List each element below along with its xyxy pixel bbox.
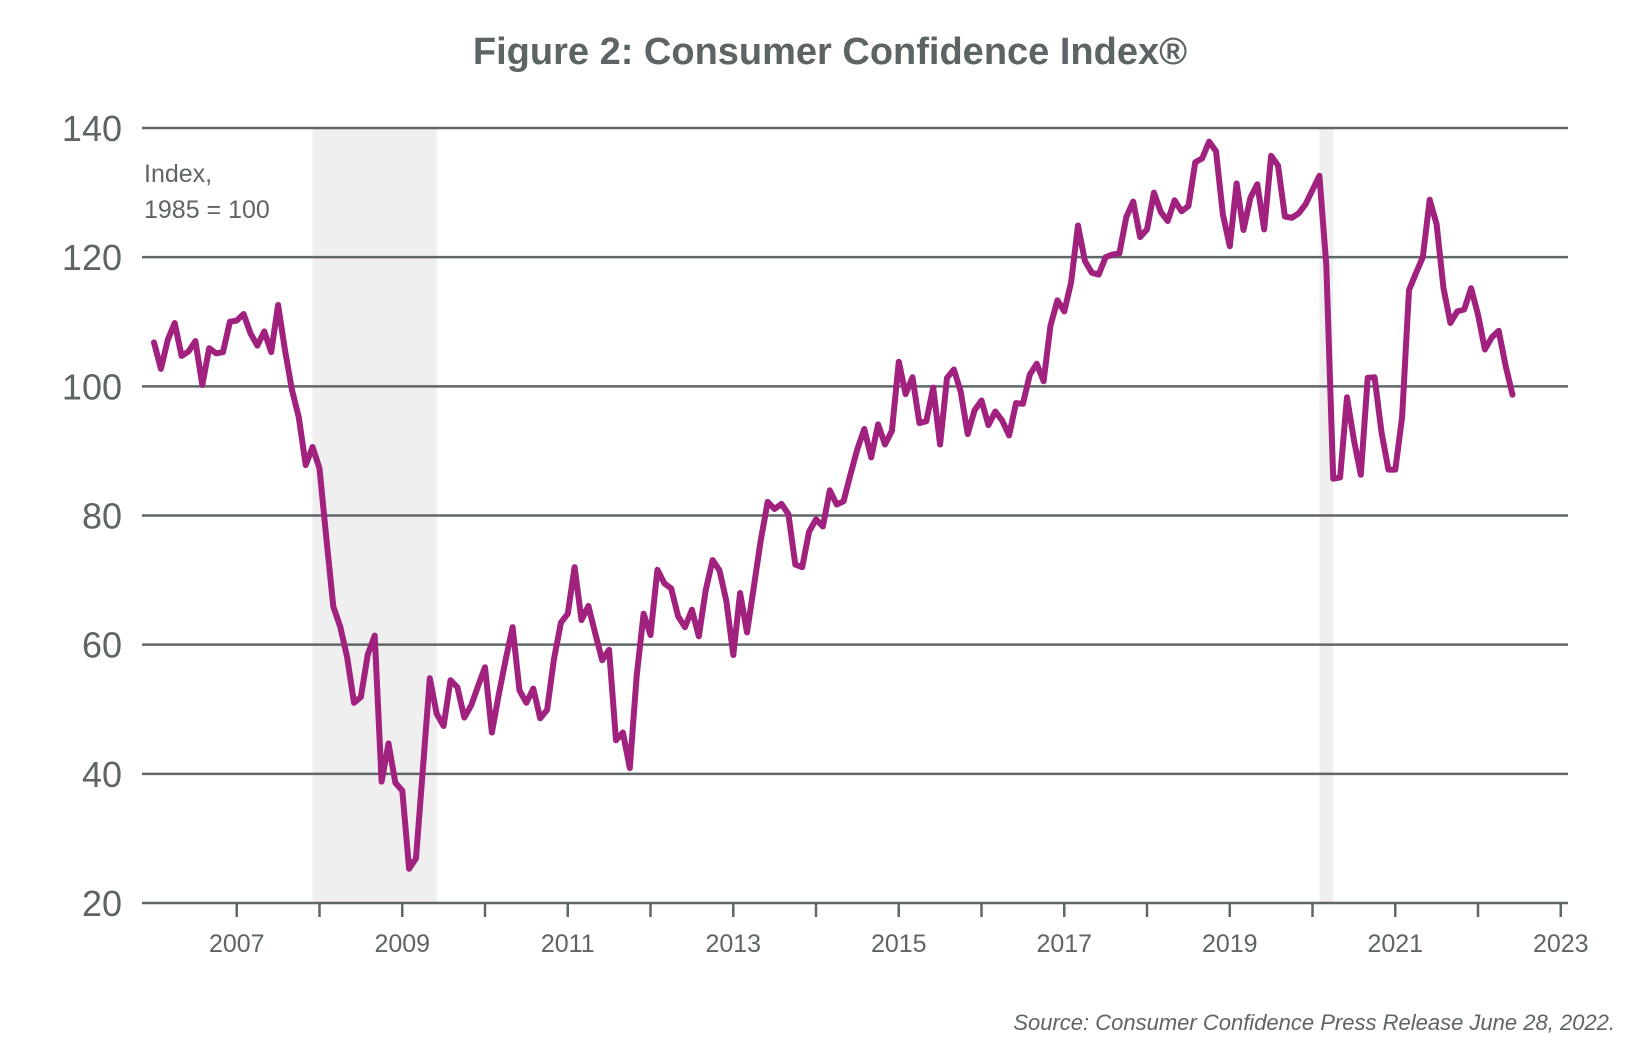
y-tick-label: 80 xyxy=(82,496,122,537)
x-tick-label: 2021 xyxy=(1367,930,1423,958)
chart-title: Figure 2: Consumer Confidence Index® xyxy=(473,31,1187,73)
x-axis: 2007 2009 2011 2013 2015 2017 2019 2021 2023 xyxy=(209,903,1589,958)
x-tick-label: 2013 xyxy=(705,930,761,958)
unit-label-line1: Index, xyxy=(144,160,212,188)
gridlines xyxy=(142,126,1568,905)
y-axis: 20 40 60 80 100 120 140 xyxy=(62,108,122,924)
y-tick-label: 40 xyxy=(82,754,122,795)
series-line-cci xyxy=(151,138,1516,872)
x-tick-label: 2015 xyxy=(871,930,927,958)
y-tick-label: 100 xyxy=(62,366,122,407)
y-tick-label: 120 xyxy=(62,237,122,278)
x-tick-label: 2023 xyxy=(1533,930,1589,958)
unit-label-line2: 1985 = 100 xyxy=(144,196,270,224)
x-tick-label: 2017 xyxy=(1036,930,1092,958)
x-tick-label: 2009 xyxy=(374,930,430,958)
y-tick-label: 140 xyxy=(62,108,122,149)
x-tick-label: 2007 xyxy=(209,930,265,958)
x-tick-label: 2019 xyxy=(1202,930,1258,958)
source-note: Source: Consumer Confidence Press Releas… xyxy=(1013,1010,1615,1035)
y-tick-label: 60 xyxy=(82,625,122,666)
y-tick-label: 20 xyxy=(82,883,122,924)
x-tick-label: 2011 xyxy=(541,930,595,958)
